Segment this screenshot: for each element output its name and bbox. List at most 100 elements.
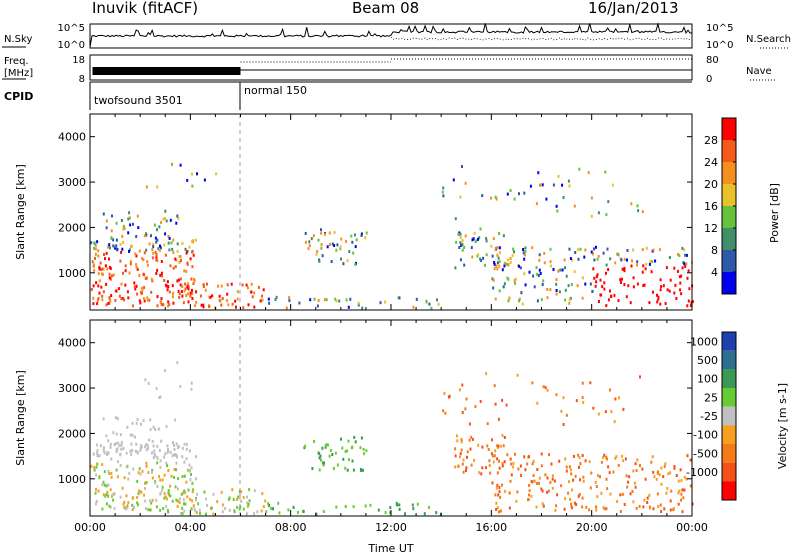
heat-cell (679, 281, 682, 285)
heat-cell (164, 283, 167, 287)
heat-cell (346, 259, 349, 263)
heat-cell (137, 451, 139, 455)
heat-cell (568, 465, 571, 469)
heat-cell (151, 248, 154, 251)
heat-cell (171, 247, 174, 251)
heat-cell (498, 490, 501, 494)
heat-cell (513, 250, 516, 254)
heat-cell (496, 483, 499, 487)
heat-cell (619, 493, 622, 497)
heat-cell (209, 295, 212, 299)
heat-cell (425, 299, 428, 303)
heat-cell (115, 468, 118, 472)
heat-cell (362, 447, 365, 451)
heat-cell (349, 297, 352, 301)
heat-cell (557, 269, 560, 273)
heat-cell (611, 183, 614, 187)
heat-cell (236, 498, 239, 501)
heat-cell (130, 452, 133, 456)
heat-cell (96, 452, 99, 455)
heat-cell (524, 283, 527, 287)
heat-cell (158, 449, 161, 452)
heat-cell (340, 257, 342, 261)
heat-cell (323, 461, 325, 465)
heat-cell (461, 248, 464, 252)
heat-cell (570, 283, 573, 286)
heat-cell (508, 491, 511, 495)
heat-cell (146, 298, 149, 302)
y-tick-label: 3000 (58, 176, 86, 189)
heat-cell (138, 467, 141, 471)
heat-cell (574, 474, 577, 478)
heat-cell (415, 297, 418, 301)
heat-cell (614, 397, 617, 401)
heat-cell (460, 438, 463, 442)
heat-cell (655, 477, 658, 481)
heat-cell (571, 258, 574, 262)
heat-cell (166, 508, 169, 512)
heat-cell (210, 506, 213, 510)
y-tick-label: 4000 (58, 337, 86, 350)
heat-cell (126, 504, 129, 508)
noise-tick-right-bottom: 10^0 (706, 40, 733, 51)
heat-cell (599, 475, 601, 479)
heat-cell (493, 384, 496, 388)
heat-cell (152, 251, 155, 255)
heat-cell (552, 268, 555, 271)
heat-cell (150, 234, 152, 238)
heat-cell (90, 464, 93, 468)
heat-cell (677, 479, 680, 483)
heat-cell (636, 263, 638, 267)
heat-cell (493, 261, 496, 264)
heat-cell (197, 502, 200, 506)
heat-cell (571, 488, 574, 492)
heat-cell (543, 261, 546, 265)
heat-cell (159, 465, 162, 469)
heat-cell (108, 504, 111, 508)
heat-cell (659, 503, 662, 507)
heat-cell (166, 464, 168, 468)
heat-cell (155, 505, 158, 509)
heat-cell (191, 481, 194, 485)
heat-cell (670, 489, 673, 493)
heat-cell (606, 487, 609, 491)
heat-cell (192, 488, 195, 492)
heat-cell (495, 197, 498, 201)
heat-cell (108, 272, 111, 276)
heat-cell (501, 398, 504, 402)
heat-cell (577, 494, 580, 498)
heat-cell (259, 299, 262, 303)
heat-cell (646, 496, 649, 500)
heat-cell (189, 291, 192, 295)
heat-cell (540, 487, 543, 491)
heat-cell (139, 301, 142, 305)
heat-cell (160, 297, 163, 301)
heat-cell (549, 264, 552, 268)
heat-cell (430, 306, 433, 310)
y-tick-label: 2000 (58, 427, 86, 440)
heat-cell (683, 248, 686, 252)
heat-cell (463, 263, 466, 267)
heat-cell (106, 451, 109, 455)
heat-cell (614, 456, 617, 460)
heat-cell (548, 453, 550, 457)
heat-cell (144, 378, 147, 382)
heat-cell (526, 462, 529, 466)
heat-cell (200, 294, 202, 298)
heat-cell (124, 283, 127, 287)
colorbar-segment (722, 425, 736, 444)
x-tick-label: 00:00 (676, 521, 708, 534)
heat-cell (481, 445, 484, 449)
heat-cell (187, 488, 190, 492)
heat-cell (565, 413, 568, 417)
heat-cell (632, 469, 635, 473)
heat-cell (145, 248, 148, 252)
heat-cell (160, 303, 163, 307)
heat-cell (648, 301, 651, 305)
heat-cell (127, 296, 130, 300)
heat-cell (687, 299, 690, 303)
heat-cell (602, 456, 605, 459)
heat-cell (333, 231, 336, 234)
heat-cell (461, 165, 463, 168)
